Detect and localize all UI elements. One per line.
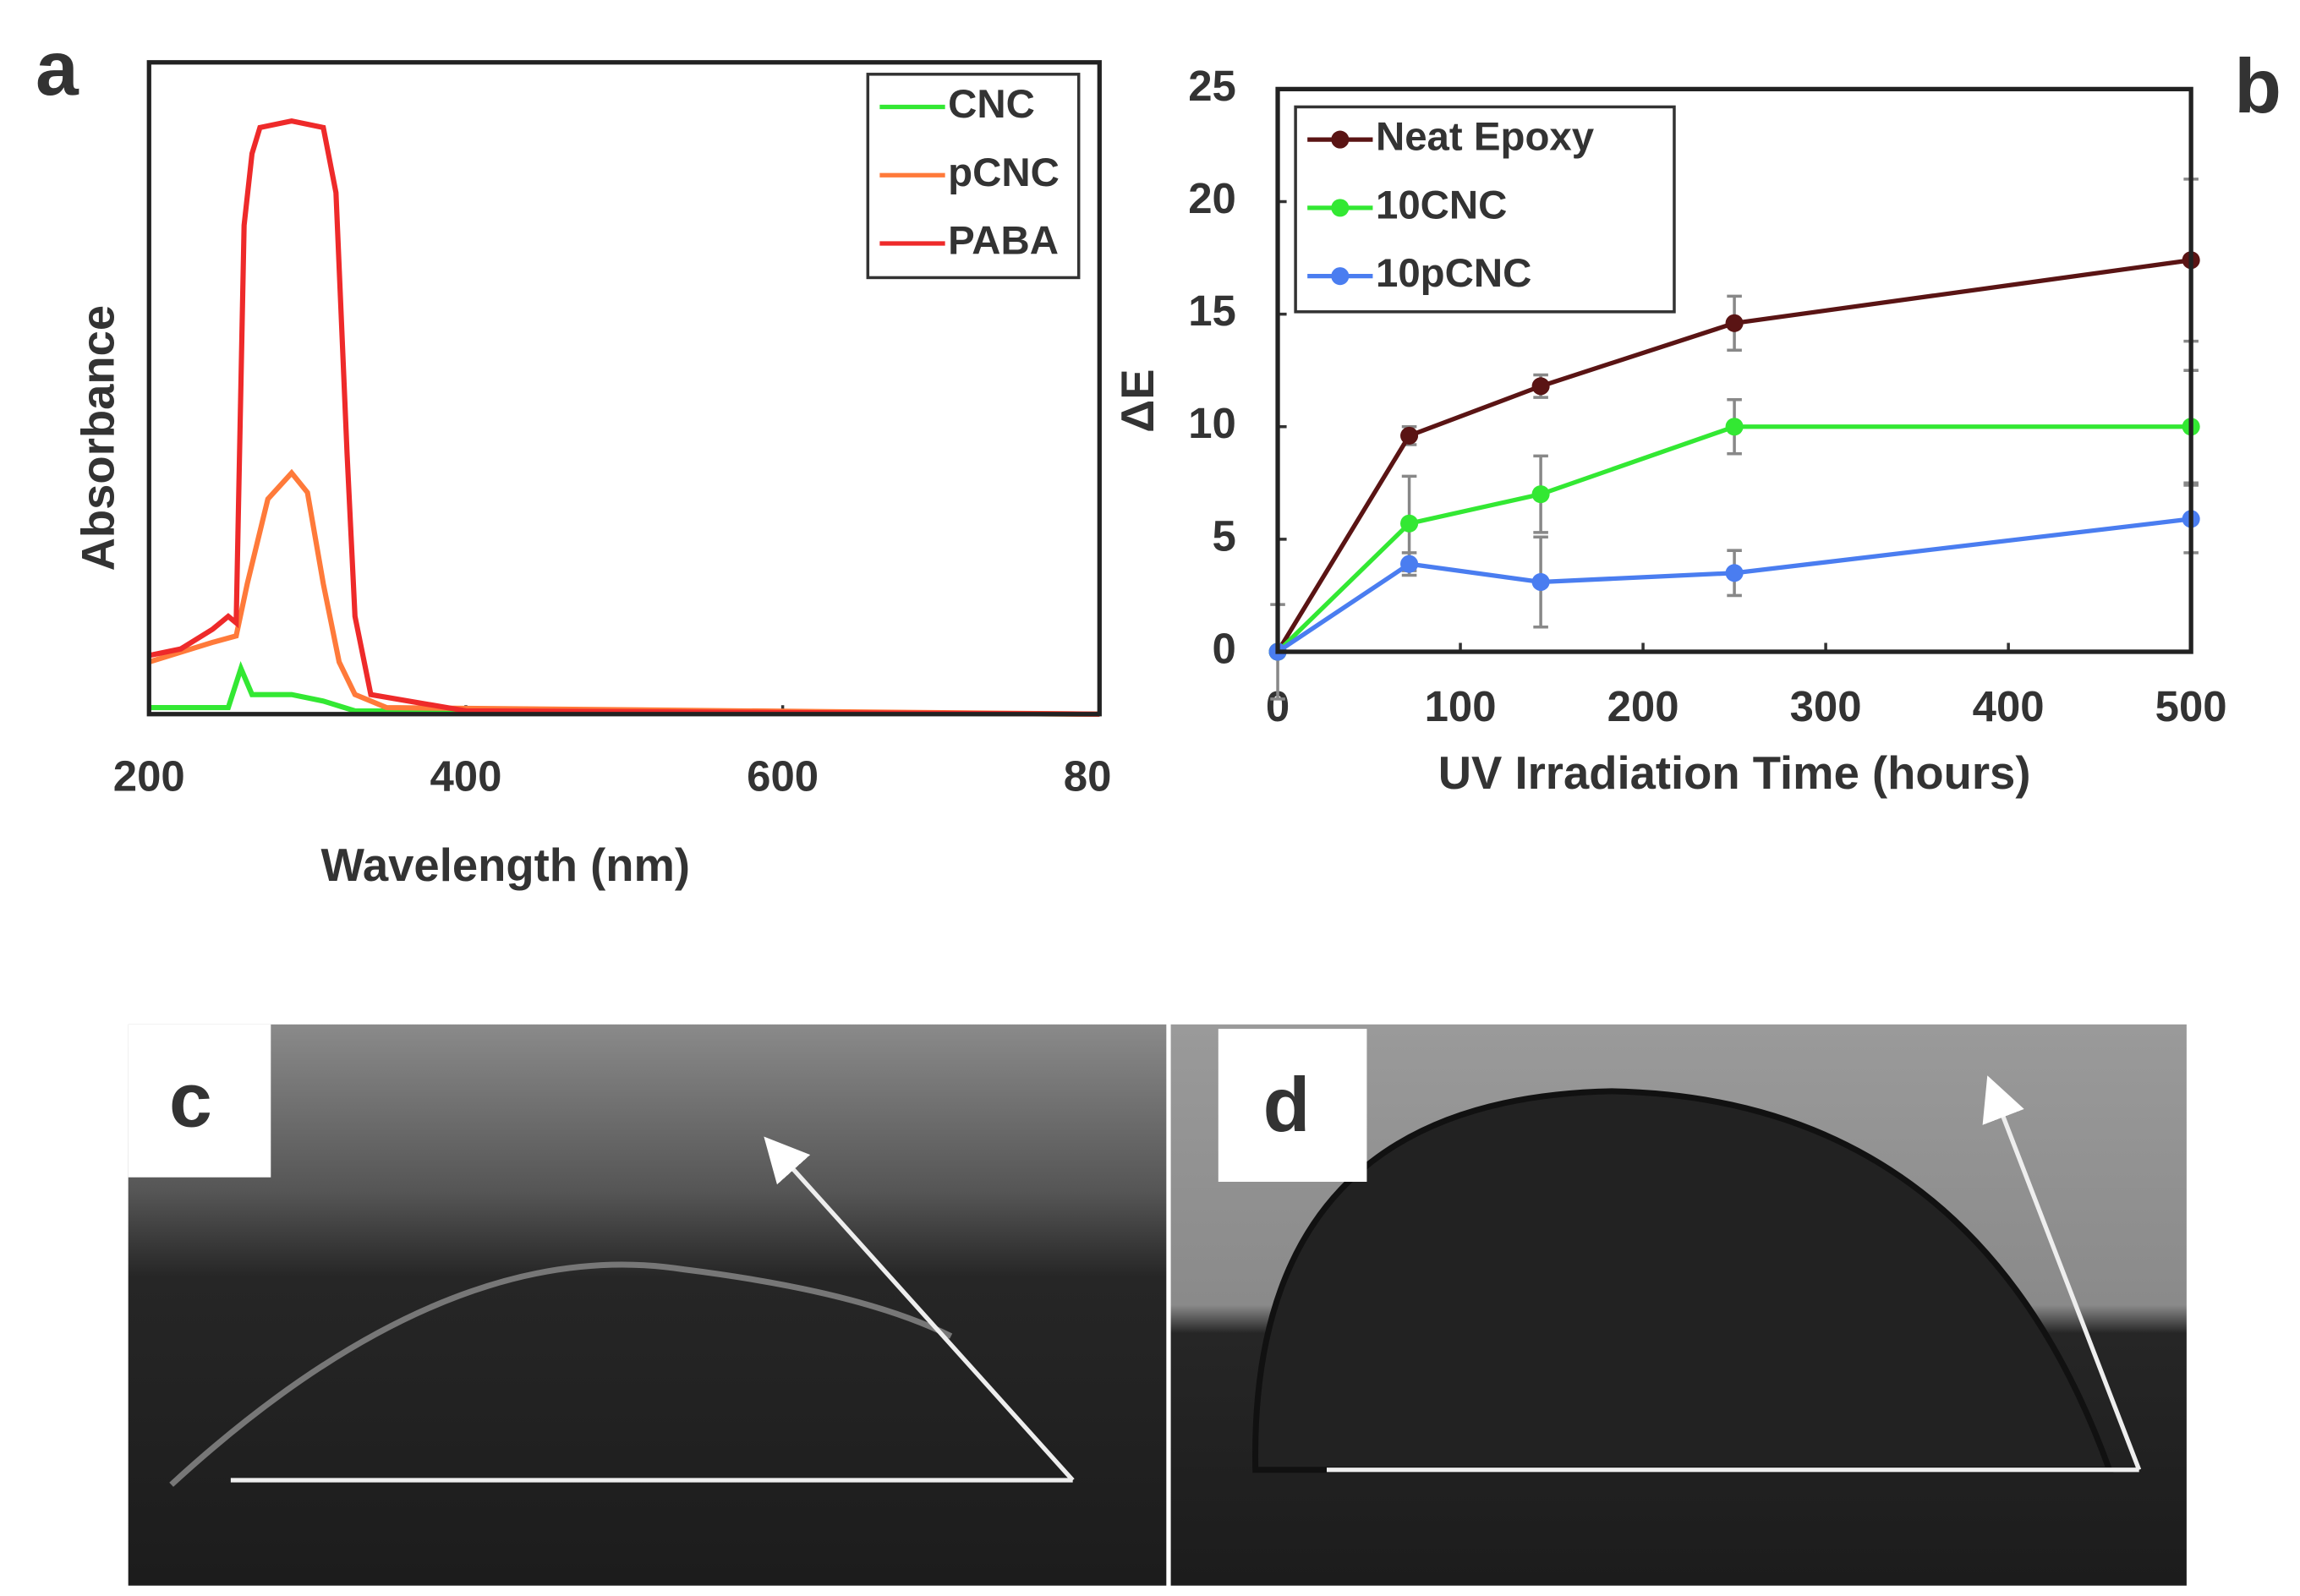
series-line bbox=[148, 468, 1100, 717]
legend-label: pCNC bbox=[948, 150, 1060, 195]
legend-label: Neat Epoxy bbox=[1376, 115, 1595, 160]
panel-label: a bbox=[36, 25, 79, 112]
x-tick-label: 100 bbox=[1425, 682, 1497, 730]
plot-frame bbox=[146, 60, 1102, 717]
data-point bbox=[1400, 514, 1419, 533]
y-tick-label: 10 bbox=[1188, 399, 1236, 447]
y-tick-label: 25 bbox=[1188, 62, 1236, 110]
plot-frame bbox=[1275, 86, 2193, 654]
plot: 200 400 600 800 Wavelength (nm) Absorbance CNC… bbox=[72, 60, 1136, 891]
label-box-d bbox=[1218, 1029, 1367, 1182]
legend-label: PABA bbox=[948, 219, 1059, 264]
legend-label: 10CNC bbox=[1376, 183, 1507, 227]
x-tick-label: 500 bbox=[2155, 682, 2227, 730]
tangent-arrow-d bbox=[1982, 1075, 2142, 1471]
x-tick-label: 800 bbox=[1064, 752, 1136, 800]
data-point bbox=[1531, 572, 1550, 592]
series-line bbox=[149, 661, 1100, 717]
y-tick-label: 5 bbox=[1213, 511, 1236, 560]
x-tick-label: 600 bbox=[747, 752, 819, 800]
x-axis-title: UV Irradiation Time (hours) bbox=[1438, 747, 2031, 799]
y-tick-label: 0 bbox=[1213, 624, 1236, 672]
x-tick-label: 400 bbox=[430, 752, 501, 800]
legend-box bbox=[1294, 105, 1676, 314]
legend-label: CNC bbox=[948, 82, 1035, 127]
panel-label: b bbox=[2234, 43, 2281, 129]
data-point bbox=[1725, 418, 1744, 436]
y-axis-title: ΔE bbox=[1112, 369, 1164, 432]
y-tick-label: 15 bbox=[1188, 287, 1236, 335]
series-line bbox=[148, 118, 1100, 717]
data-point bbox=[1531, 377, 1550, 396]
data-point bbox=[1531, 485, 1550, 504]
legend-marker bbox=[1331, 199, 1350, 217]
x-tick-label: 300 bbox=[1790, 682, 1862, 730]
panel-label: c bbox=[169, 1058, 212, 1144]
tangent-arrow-c bbox=[764, 1136, 1075, 1482]
y-axis-title: Absorbance bbox=[72, 305, 123, 571]
series-line bbox=[1276, 424, 2192, 653]
photo-c bbox=[128, 1024, 1167, 1586]
x-tick-label: 200 bbox=[1607, 682, 1679, 730]
data-point bbox=[1725, 564, 1744, 582]
legend-label: 10pCNC bbox=[1376, 251, 1531, 296]
x-tick-label: 400 bbox=[1973, 682, 2045, 730]
droplet-c bbox=[169, 1261, 953, 1487]
x-tick-label: 200 bbox=[113, 752, 185, 800]
legend-marker bbox=[1331, 267, 1350, 286]
legend-box bbox=[866, 73, 1081, 280]
x-axis-title: Wavelength (nm) bbox=[321, 839, 691, 891]
data-point bbox=[1725, 314, 1744, 332]
label-box-c bbox=[128, 1024, 271, 1178]
legend-marker bbox=[1331, 130, 1350, 149]
y-tick-label: 20 bbox=[1188, 174, 1236, 222]
panel-label: d bbox=[1263, 1062, 1311, 1148]
data-point bbox=[1400, 555, 1419, 573]
data-point bbox=[1400, 426, 1419, 445]
droplet-d bbox=[1252, 1088, 2114, 1473]
